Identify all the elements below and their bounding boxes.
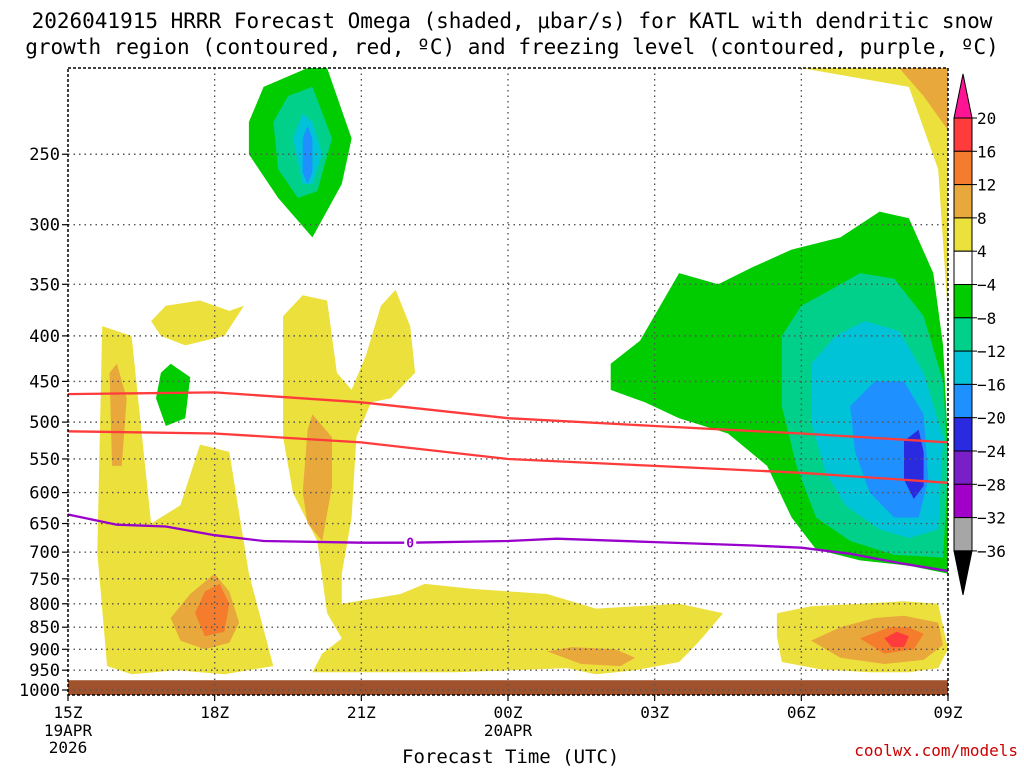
x-tick-sublabel: 2026 [49, 738, 88, 757]
y-tick-label: 750 [29, 570, 60, 590]
colorbar-bin [953, 483, 973, 519]
omega-region [302, 125, 313, 184]
omega-region [884, 631, 909, 648]
omega-region [283, 289, 724, 675]
colorbar-label: −8 [977, 309, 996, 328]
contour-line [67, 513, 949, 573]
colorbar-label: −36 [977, 542, 1006, 561]
x-tick-label: 21Z [347, 703, 376, 722]
y-tick-label: 1000 [19, 681, 60, 701]
x-tick-label: 15Z [54, 703, 83, 722]
colorbar-bin [953, 250, 973, 285]
y-tick-label: 950 [29, 661, 60, 681]
title-line-2: growth region (contoured, red, ºC) and f… [25, 35, 999, 59]
colorbar-label: 8 [977, 209, 987, 228]
contour-line [67, 391, 949, 444]
omega-region [151, 300, 244, 346]
colorbar-label: −16 [977, 375, 1006, 394]
y-tick-label: 700 [29, 543, 60, 563]
colorbar-bin [953, 383, 973, 419]
colorbar-bin [953, 317, 973, 352]
y-tick-label: 800 [29, 595, 60, 615]
colorbar-label: −24 [977, 442, 1006, 461]
contour-label-bg [404, 534, 417, 550]
omega-region [195, 583, 230, 637]
contour-lines: 0 [67, 391, 949, 573]
colorbar-bin [953, 417, 973, 452]
colorbar-bin [953, 517, 973, 552]
omega-shading [97, 68, 948, 675]
colorbar-bin [953, 450, 973, 485]
colorbar-bin [953, 150, 973, 186]
x-tick-label: 18Z [200, 703, 229, 722]
colorbar-top-triangle [953, 73, 973, 119]
omega-region [97, 326, 274, 675]
colorbar-bin [953, 350, 973, 385]
colorbar-label: −4 [977, 276, 996, 295]
y-tick-label: 550 [29, 450, 60, 470]
colorbar-label: −12 [977, 342, 1006, 361]
x-tick-label: 03Z [640, 703, 669, 722]
colorbar-bottom-triangle [953, 550, 973, 596]
colorbar-label: −28 [977, 475, 1006, 494]
colorbar-label: 16 [977, 142, 996, 161]
chart-title: 2026041915 HRRR Forecast Omega (shaded, … [0, 8, 1024, 60]
contour-label: 0 [406, 537, 414, 552]
y-axis: 2503003504004505005506006507007508008509… [19, 145, 68, 701]
colorbar: 20 16 12 8 4 −4 −8 −12 −16 −20 −24 −28 −32 −36 [953, 73, 1006, 596]
colorbar-bin [953, 184, 973, 219]
y-tick-label: 300 [29, 216, 60, 236]
contour-line [67, 430, 949, 484]
y-tick-label: 650 [29, 515, 60, 535]
y-tick-label: 500 [29, 413, 60, 433]
y-tick-label: 850 [29, 618, 60, 638]
x-tick-sublabel: 20APR [484, 721, 533, 740]
omega-region [302, 414, 332, 541]
omega-region [547, 647, 636, 667]
omega-region [156, 363, 191, 426]
y-tick-label: 450 [29, 372, 60, 392]
x-tick-label: 00Z [494, 703, 523, 722]
x-axis-title: Forecast Time (UTC) [402, 746, 620, 768]
omega-region [899, 68, 948, 131]
y-tick-label: 400 [29, 327, 60, 347]
y-tick-label: 600 [29, 484, 60, 504]
ground-layer [68, 680, 948, 695]
colorbar-label: −32 [977, 509, 1006, 528]
colorbar-bin [953, 284, 973, 319]
y-tick-label: 250 [29, 145, 60, 165]
colorbar-label: −20 [977, 409, 1006, 428]
x-tick-label: 06Z [787, 703, 816, 722]
y-tick-label: 350 [29, 275, 60, 295]
colorbar-label: 12 [977, 176, 996, 195]
colorbar-label: 4 [977, 242, 987, 261]
omega-region [109, 363, 127, 466]
ground-fill [68, 680, 948, 695]
credit-text: coolwx.com/models [854, 741, 1018, 760]
title-line-1: 2026041915 HRRR Forecast Omega (shaded, … [31, 9, 993, 33]
colorbar-bin [953, 217, 973, 252]
x-tick-sublabel: 19APR [44, 721, 93, 740]
y-tick-label: 900 [29, 640, 60, 660]
colorbar-label: 20 [977, 109, 996, 128]
x-tick-label: 09Z [934, 703, 963, 722]
colorbar-bin [953, 117, 973, 152]
